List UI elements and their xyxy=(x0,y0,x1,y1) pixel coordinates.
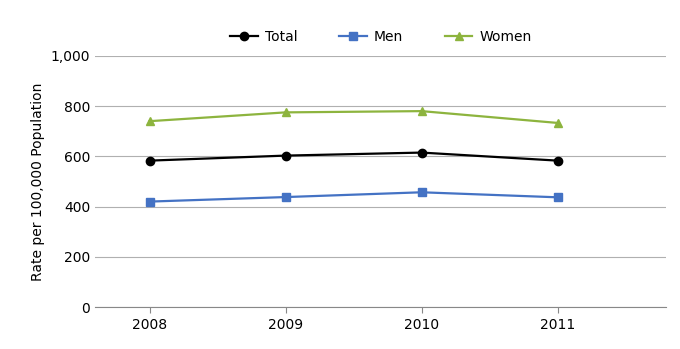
Men xyxy=(146,200,154,204)
Total xyxy=(418,150,426,155)
Line: Men: Men xyxy=(146,188,562,206)
Men xyxy=(282,195,290,199)
Total xyxy=(146,158,154,163)
Women xyxy=(282,110,290,114)
Men xyxy=(554,195,562,199)
Total xyxy=(282,154,290,158)
Women xyxy=(146,119,154,123)
Legend: Total, Men, Women: Total, Men, Women xyxy=(230,30,532,44)
Y-axis label: Rate per 100,000 Population: Rate per 100,000 Population xyxy=(31,82,46,281)
Total xyxy=(554,158,562,163)
Line: Women: Women xyxy=(146,107,562,127)
Men xyxy=(418,190,426,194)
Line: Total: Total xyxy=(146,148,562,165)
Women xyxy=(554,121,562,125)
Women xyxy=(418,109,426,113)
